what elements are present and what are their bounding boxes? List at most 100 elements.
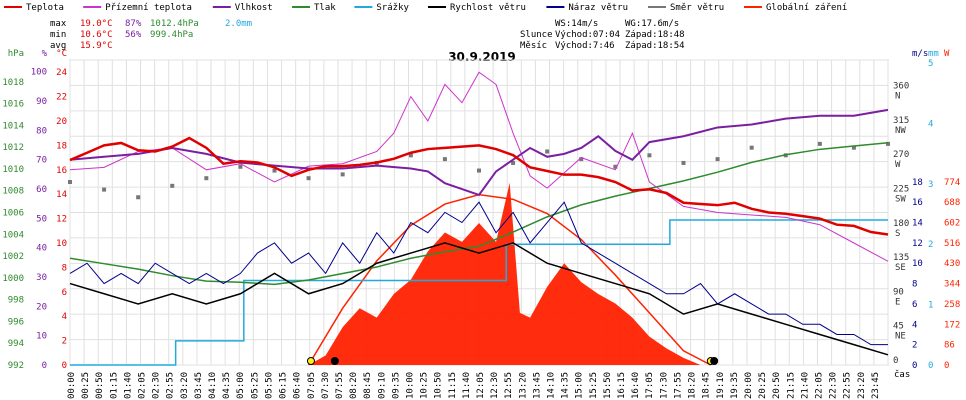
x-tick-label: 14:35: [561, 372, 571, 399]
temperature-axis-label: °C: [56, 49, 67, 59]
stat-min-hum: 56%: [125, 30, 142, 40]
x-tick-label: 04:10: [208, 372, 218, 399]
pressure-axis-tick: 1012: [2, 143, 24, 153]
radiation-area: [308, 182, 701, 365]
wind-direction-point: [647, 153, 652, 158]
x-tick-label: 17:05: [645, 372, 655, 399]
temperature-axis-tick: 12: [56, 215, 67, 225]
x-tick-label: 09:35: [391, 372, 401, 399]
humidity-axis-tick: 60: [36, 185, 47, 195]
wind-dir-tick: 90: [893, 287, 904, 297]
pressure-axis-tick: 1000: [2, 274, 24, 284]
humidity-axis-tick: 50: [36, 214, 47, 224]
x-tick-label: 02:30: [152, 372, 162, 399]
moon-set-icon: [710, 357, 719, 365]
wind-direction-point: [579, 157, 584, 162]
radiation-axis-tick: 602: [944, 219, 960, 229]
mesic-vychod: Východ:7:46: [555, 41, 615, 51]
stats-panel: max 19.0°C 87% 1012.4hPa 2.0mm min 10.6°…: [50, 19, 252, 51]
wind-speed-axis-tick: 14: [912, 219, 923, 229]
x-tick-label: 05:00: [236, 372, 246, 399]
radiation-axis-tick: 774: [944, 178, 960, 188]
radiation-axis-tick: 258: [944, 300, 960, 310]
stat-min-temp: 10.6°C: [80, 30, 113, 40]
slunce-zapad: Západ:18:48: [625, 30, 685, 40]
humidity-axis-tick: 70: [36, 156, 47, 166]
x-tick-label: 15:00: [575, 372, 585, 399]
x-tick-label: 01:15: [109, 372, 119, 399]
wind-direction-point: [715, 157, 720, 162]
temperature-axis-tick: 18: [56, 141, 67, 151]
x-tick-label: 12:30: [490, 372, 500, 399]
wind-speed-axis-tick: 2: [912, 341, 917, 351]
x-tick-label: 18:20: [688, 372, 698, 399]
legend-entry: Vlhkost: [235, 3, 273, 13]
legend-entry: Rychlost větru: [450, 3, 526, 13]
stat-max-temp: 19.0°C: [80, 19, 113, 29]
x-tick-label: 07:05: [307, 372, 317, 399]
series-line: [69, 71, 889, 262]
legend-entry: Tlak: [314, 3, 336, 13]
wind-dir-tick: 45: [893, 322, 904, 332]
pressure-axis-tick: 1004: [2, 230, 24, 240]
temperature-axis-tick: 10: [56, 239, 67, 249]
stat-max-rain: 2.0mm: [225, 19, 252, 29]
slunce-vychod: Východ:07:04: [555, 30, 620, 40]
legend-entry: Náraz větru: [568, 3, 628, 13]
series-line: [69, 142, 889, 286]
wind-direction-point: [136, 195, 141, 200]
pressure-axis-tick: 996: [8, 317, 24, 327]
radiation-axis-tick: 0: [944, 361, 949, 371]
sun-moon-panel: WS:14m/s WG:17.6m/s Slunce Východ:07:04 …: [520, 19, 685, 51]
wind-direction-point: [477, 168, 481, 173]
mesic-zapad: Západ:18:54: [625, 41, 685, 51]
x-tick-label: 22:30: [829, 372, 839, 399]
x-tick-label: 02:05: [138, 372, 148, 399]
wind-direction-point: [442, 157, 447, 162]
x-tick-label: 23:20: [857, 372, 867, 399]
x-tick-label: 12:05: [476, 372, 486, 399]
x-tick-label: 15:50: [603, 372, 613, 399]
mesic-label: Měsíc: [520, 41, 547, 51]
pressure-axis-tick: 1014: [2, 121, 24, 131]
rain-axis-tick: 2: [928, 240, 933, 250]
x-tick-label: 06:40: [293, 372, 303, 399]
plot-area: 00:00 00:25 00:50 01:15 01:40 02:05 02:30 02:55…: [2, 49, 960, 399]
wind-direction-point: [102, 187, 107, 192]
x-tick-label: 00:25: [81, 372, 91, 399]
humidity-axis-tick: 80: [36, 126, 47, 136]
clear-sky-curve: [307, 193, 712, 366]
humidity-axis-label: %: [42, 49, 48, 59]
wind-speed-axis-tick: 4: [912, 320, 917, 330]
radiation-axis-tick: 516: [944, 239, 960, 249]
wind-speed-axis-tick: 6: [912, 300, 917, 310]
legend-entry: Teplota: [26, 3, 64, 13]
humidity-axis-tick: 20: [36, 302, 47, 312]
x-tick-label: 22:05: [814, 372, 824, 399]
x-tick-label: 05:50: [264, 372, 274, 399]
slunce-label: Slunce: [520, 30, 553, 40]
stat-max-hum: 87%: [125, 19, 142, 29]
wind-direction-point: [340, 172, 345, 177]
temperature-axis-tick: 0: [62, 361, 67, 371]
x-tick-label: 16:40: [631, 372, 641, 399]
wind-dir-tick: 225: [893, 184, 909, 194]
x-tick-label: 08:45: [363, 372, 373, 399]
temperature-axis-tick: 2: [62, 337, 67, 347]
rain-axis-tick: 0: [928, 361, 933, 371]
wind-speed-axis-tick: 18: [912, 178, 923, 188]
wind-direction-point: [851, 145, 856, 150]
wind-direction-point: [238, 164, 243, 169]
rain-axis-tick: 3: [928, 180, 933, 190]
temperature-axis-tick: 8: [62, 263, 67, 273]
wind-speed-axis-tick: 16: [912, 198, 923, 208]
x-tick-label: 10:25: [420, 372, 430, 399]
x-tick-label: 10:50: [434, 372, 444, 399]
pressure-axis-tick: 1018: [2, 78, 24, 88]
x-tick-label: 06:15: [279, 372, 289, 399]
wind-direction-point: [817, 141, 822, 146]
wind-dir-tick-name: SE: [895, 263, 906, 273]
radiation-axis-tick: 86: [944, 341, 955, 351]
x-tick-label: 20:00: [744, 372, 754, 399]
